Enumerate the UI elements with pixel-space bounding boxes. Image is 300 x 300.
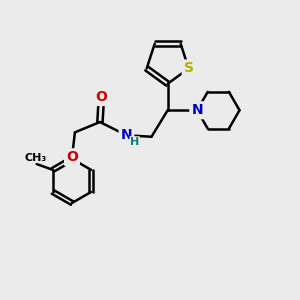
Text: H: H	[130, 137, 139, 147]
Text: N: N	[121, 128, 132, 142]
Text: CH₃: CH₃	[24, 152, 46, 163]
Text: O: O	[66, 150, 78, 164]
Text: S: S	[184, 61, 194, 76]
Text: O: O	[95, 90, 107, 104]
Text: N: N	[191, 103, 203, 117]
